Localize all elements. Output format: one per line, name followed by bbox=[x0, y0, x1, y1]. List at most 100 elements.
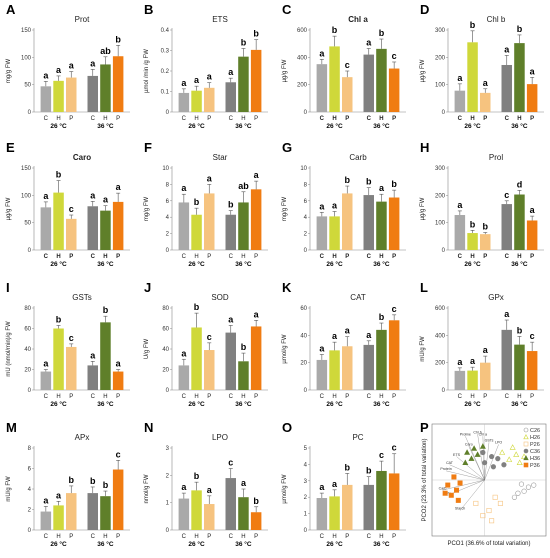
y-tick-label: 150 bbox=[21, 166, 32, 172]
significance-letter: c bbox=[392, 443, 397, 453]
group-label: 26 °C bbox=[188, 122, 205, 130]
panel-title-M: APx bbox=[75, 433, 90, 442]
pca-point-H36 bbox=[471, 445, 478, 451]
category-label: C bbox=[91, 534, 96, 540]
category-label: C bbox=[229, 254, 234, 260]
category-label: H bbox=[379, 254, 383, 260]
legend-marker bbox=[523, 455, 529, 461]
bar-O-C36 bbox=[363, 484, 374, 530]
pca-vector-label: LPO bbox=[495, 441, 502, 445]
category-label: P bbox=[530, 394, 534, 400]
category-label: C bbox=[367, 254, 372, 260]
bar-A-C36 bbox=[87, 75, 98, 112]
y-tick-label: 400 bbox=[435, 333, 446, 339]
y-axis-label-C: µg/g FW bbox=[282, 59, 288, 82]
category-label: P bbox=[345, 394, 349, 400]
pca-point-H26 bbox=[499, 449, 506, 455]
category-label: C bbox=[182, 534, 187, 540]
panel-letter-F: F bbox=[144, 140, 152, 155]
significance-letter: a bbox=[457, 73, 463, 83]
y-tick-label: 20 bbox=[162, 368, 169, 374]
legend-marker bbox=[523, 448, 529, 454]
category-label: C bbox=[229, 116, 234, 122]
y-axis-label-N: nmol/g FW bbox=[144, 474, 150, 503]
bar-H-P26 bbox=[480, 234, 491, 250]
bar-B-P26 bbox=[204, 87, 215, 112]
group-label: 36 °C bbox=[511, 260, 528, 268]
pca-point-C26 bbox=[525, 484, 532, 490]
pca-point-H36 bbox=[468, 455, 475, 461]
y-tick-label: 60 bbox=[300, 306, 307, 312]
pca-vector bbox=[456, 456, 485, 481]
category-label: C bbox=[229, 534, 234, 540]
group-label: 26 °C bbox=[188, 540, 205, 548]
significance-letter: a bbox=[319, 201, 325, 211]
category-label: C bbox=[320, 254, 325, 260]
y-axis-label-G: mg/g FW bbox=[282, 197, 288, 222]
category-label: P bbox=[207, 534, 211, 540]
significance-letter: b bbox=[228, 200, 234, 210]
group-label: 26 °C bbox=[464, 260, 481, 268]
significance-letter: a bbox=[56, 65, 62, 75]
category-label: C bbox=[367, 116, 372, 122]
y-tick-label: 4 bbox=[166, 215, 170, 221]
group-label: 26 °C bbox=[326, 122, 343, 130]
bar-N-C26 bbox=[178, 498, 190, 530]
bar-I-H36 bbox=[100, 322, 111, 390]
y-tick-label: 50 bbox=[24, 221, 31, 227]
y-tick-label: 40 bbox=[162, 347, 169, 353]
y-tick-label: 100 bbox=[435, 221, 446, 227]
bar-N-H36 bbox=[238, 497, 249, 530]
y-axis-label-J: U/g FW bbox=[144, 339, 150, 360]
y-tick-label: 5 bbox=[304, 446, 308, 452]
category-label: C bbox=[458, 254, 463, 260]
significance-letter: b bbox=[517, 24, 523, 34]
y-tick-label: 0 bbox=[28, 388, 32, 394]
panel-letter-E: E bbox=[6, 140, 15, 155]
panel-title-N: LPO bbox=[212, 433, 228, 442]
significance-letter: a bbox=[181, 482, 187, 492]
pca-vector-label: Protein bbox=[440, 467, 451, 471]
significance-letter: a bbox=[181, 183, 187, 193]
bar-G-C36 bbox=[363, 195, 374, 250]
category-label: H bbox=[332, 394, 336, 400]
panel-letter-N: N bbox=[144, 420, 153, 435]
category-label: P bbox=[207, 394, 211, 400]
bar-C-P26 bbox=[342, 77, 353, 112]
category-label: H bbox=[103, 116, 107, 122]
category-label: P bbox=[483, 254, 487, 260]
bar-M-C26 bbox=[40, 511, 52, 530]
y-tick-label: 8 bbox=[28, 446, 32, 452]
category-label: H bbox=[194, 534, 198, 540]
y-tick-label: 1 bbox=[304, 512, 308, 518]
bar-K-H26 bbox=[329, 350, 340, 390]
bar-G-H26 bbox=[329, 216, 340, 250]
category-label: H bbox=[56, 534, 60, 540]
y-tick-label: 0 bbox=[28, 248, 32, 254]
category-label: H bbox=[194, 254, 198, 260]
pca-vector-label: Proline bbox=[460, 432, 471, 436]
y-tick-label: 60 bbox=[24, 327, 31, 333]
category-label: H bbox=[379, 534, 383, 540]
y-tick-label: 200 bbox=[297, 83, 308, 89]
y-tick-label: 100 bbox=[21, 193, 32, 199]
significance-letter: a bbox=[43, 495, 49, 505]
y-tick-label: 0.4 bbox=[161, 28, 170, 34]
significance-letter: a bbox=[332, 331, 338, 341]
category-label: P bbox=[254, 254, 258, 260]
legend-marker bbox=[523, 441, 529, 447]
pca-vector-label: APx bbox=[444, 491, 451, 495]
category-label: C bbox=[320, 534, 325, 540]
y-tick-label: 2 bbox=[304, 495, 308, 501]
significance-letter: a bbox=[504, 44, 510, 54]
category-label: C bbox=[44, 534, 49, 540]
y-axis-label-L: mU/g FW bbox=[420, 336, 426, 362]
category-label: H bbox=[194, 116, 198, 122]
category-label: P bbox=[116, 534, 120, 540]
bar-B-C36 bbox=[225, 82, 236, 112]
y-axis-label-A: mg/g FW bbox=[6, 59, 12, 84]
significance-letter: b bbox=[470, 219, 476, 229]
group-label: 26 °C bbox=[326, 400, 343, 408]
pca-vector-label: Caro bbox=[465, 443, 473, 447]
